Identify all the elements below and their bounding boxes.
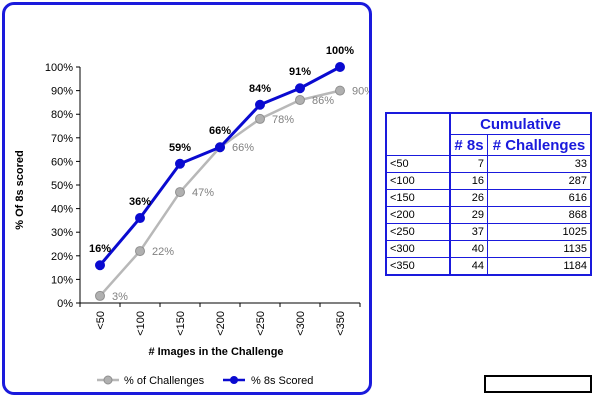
y-tick-label: 0% (57, 298, 73, 310)
legend-label-8s-scored: % 8s Scored (251, 375, 313, 387)
data-point (215, 142, 225, 153)
x-tick-label: <250 (255, 311, 267, 336)
data-label: 90% (352, 86, 369, 98)
eights-cell: 29 (449, 206, 488, 224)
row-label: <50 (385, 155, 451, 173)
y-tick-label: 40% (51, 204, 73, 216)
y-tick-label: 50% (51, 180, 73, 192)
eights-cell: 16 (449, 172, 488, 190)
data-label: 66% (209, 125, 231, 137)
x-tick-label: <350 (335, 311, 347, 336)
challenges-cell: 616 (487, 189, 592, 207)
data-point (255, 113, 265, 124)
data-label: 86% (312, 95, 334, 107)
legend-label-challenges: % of Challenges (124, 375, 205, 387)
x-tick-label: <150 (175, 311, 187, 336)
y-tick-label: 20% (51, 251, 73, 263)
column-header-8s: # 8s (449, 134, 488, 156)
chart-panel: % Of 8s scored # Images in the Challenge… (2, 2, 372, 395)
data-label: 84% (249, 83, 271, 95)
y-tick-label: 80% (51, 109, 73, 121)
legend-marker-challenges (103, 375, 113, 385)
row-label: <300 (385, 240, 451, 258)
eights-cell: 7 (449, 155, 488, 173)
eights-cell: 44 (449, 257, 488, 276)
series-line (98, 65, 341, 267)
y-tick-label: 30% (51, 227, 73, 239)
challenges-cell: 1135 (487, 240, 592, 258)
data-point (335, 85, 345, 96)
y-tick-label: 100% (45, 62, 73, 74)
data-point (95, 260, 105, 271)
column-header-challenges: # Challenges (487, 134, 592, 156)
data-point (135, 213, 145, 224)
table-row: <250 37 1025 (385, 223, 592, 241)
table-row: <350 44 1184 (385, 257, 592, 276)
row-label: <200 (385, 206, 451, 224)
data-label: 22% (152, 246, 174, 258)
data-point (175, 158, 185, 169)
y-axis-title: % Of 8s scored (14, 150, 26, 229)
data-point (95, 290, 105, 301)
table-row: <200 29 868 (385, 206, 592, 224)
data-label: 47% (192, 187, 214, 199)
x-tick-label: <200 (215, 311, 227, 336)
x-tick-label: <300 (295, 311, 307, 336)
table-group-header: Cumulative (449, 112, 592, 135)
data-point (295, 95, 305, 106)
y-tick-label: 60% (51, 156, 73, 168)
x-tick-label: <100 (135, 311, 147, 336)
legend-marker-8s-scored (230, 376, 238, 384)
table-row: <150 26 616 (385, 189, 592, 207)
data-point (295, 83, 305, 94)
challenges-cell: 33 (487, 155, 592, 173)
data-point (335, 62, 345, 72)
data-label: 59% (169, 142, 191, 154)
x-tick-label: <50 (95, 311, 107, 330)
eights-cell: 26 (449, 189, 488, 207)
table-row: <300 40 1135 (385, 240, 592, 258)
y-tick-label: 70% (51, 133, 73, 145)
data-label: 78% (272, 114, 294, 126)
data-label: 66% (232, 142, 254, 154)
challenges-cell: 1025 (487, 223, 592, 241)
legend: % of Challenges % 8s Scored (97, 375, 313, 387)
challenges-cell: 287 (487, 172, 592, 190)
table-row: <50 7 33 (385, 155, 592, 173)
table-row: <100 16 287 (385, 172, 592, 190)
table-corner-cell (385, 112, 451, 156)
eights-cell: 37 (449, 223, 488, 241)
row-label: <350 (385, 257, 451, 276)
series-line (99, 89, 341, 297)
y-tick-label: 10% (51, 274, 73, 286)
empty-text-box (484, 375, 592, 393)
row-label: <100 (385, 172, 451, 190)
cumulative-table: Cumulative # 8s # Challenges <50 7 33 <1… (385, 112, 592, 276)
challenges-cell: 868 (487, 206, 592, 224)
y-tick-label: 90% (51, 86, 73, 98)
eights-cell: 40 (449, 240, 488, 258)
data-label: 100% (326, 45, 354, 57)
data-point (135, 246, 145, 257)
x-axis-title: # Images in the Challenge (148, 346, 283, 358)
data-label: 16% (89, 243, 111, 255)
row-label: <250 (385, 223, 451, 241)
data-label: 3% (112, 291, 128, 303)
data-point (255, 99, 265, 110)
data-label: 36% (129, 196, 151, 208)
line-chart: % Of 8s scored # Images in the Challenge… (14, 45, 369, 387)
row-label: <150 (385, 189, 451, 207)
challenges-cell: 1184 (487, 257, 592, 276)
data-point (175, 187, 185, 198)
data-label: 91% (289, 66, 311, 78)
